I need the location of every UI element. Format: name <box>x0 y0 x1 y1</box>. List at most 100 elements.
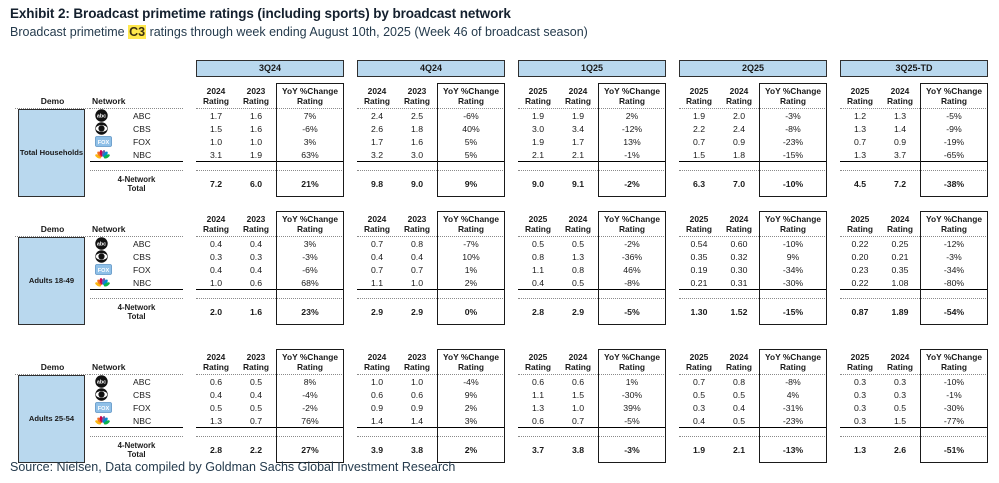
rating-cell: 0.6 <box>531 415 545 426</box>
ratings-row-fox: 0.23 0.35 -34% <box>840 263 988 276</box>
subtitle-suffix: ratings through week ending August 10th,… <box>146 25 588 39</box>
ratings-row-nbc: 1.3 0.7 76% <box>196 414 344 427</box>
ratings-row-nbc: 1.0 0.6 68% <box>196 276 344 289</box>
rating-cell: 0.21 <box>891 251 909 262</box>
total-row: 2.8 2.2 27% <box>196 437 344 463</box>
column-header: 2025 Rating <box>524 351 552 372</box>
ratings-row-cbs: 0.20 0.21 -3% <box>840 250 988 263</box>
rating-cell: 0.3 <box>853 389 867 400</box>
yoy-column-header: YoY %Change Rating <box>765 85 821 106</box>
yoy-cell: -6% <box>302 123 318 134</box>
network-column: Network abc ABC CBS FOX FOX NBC 4-Network Total <box>90 211 183 325</box>
rating-cell: 0.54 <box>690 238 708 249</box>
quarter-block-1q25: 2025 Rating 2024 Rating YoY %Change Rating 0.6… <box>518 349 666 463</box>
rating-cell: 0.7 <box>410 264 424 275</box>
total-rating-cell: 2.2 <box>249 445 263 455</box>
column-header: 2023 Rating <box>403 351 431 372</box>
rating-cell: 2.1 <box>531 149 545 160</box>
quarter-block-4q24: 4Q24 2024 Rating 2023 Rating YoY %Change Ratin… <box>357 60 505 197</box>
svg-text:FOX: FOX <box>98 406 110 412</box>
yoy-cell: -15% <box>782 149 804 160</box>
column-header: 2023 Rating <box>242 213 270 234</box>
total-rating-cell: 9.0 <box>531 179 545 189</box>
total-row-label: 4-Network Total <box>117 440 156 459</box>
network-name: CBS <box>133 123 151 134</box>
total-rating-cell: 9.8 <box>370 179 384 189</box>
rating-cell: 2.4 <box>732 123 746 134</box>
yoy-cell: 10% <box>462 251 480 262</box>
demo-column-header: Demo <box>15 211 90 237</box>
ratings-row-abc: 0.6 0.5 8% <box>196 375 344 388</box>
yoy-cell: -30% <box>782 277 804 288</box>
ratings-row-fox: 1.3 1.0 39% <box>518 401 666 414</box>
total-row: 2.0 1.6 23% <box>196 299 344 325</box>
rating-cell: 0.7 <box>370 264 384 275</box>
ratings-row-fox: 1.0 1.0 3% <box>196 135 344 148</box>
rating-cell: 0.30 <box>730 264 748 275</box>
rating-cell: 1.7 <box>571 136 585 147</box>
total-rating-cell: 2.8 <box>209 445 223 455</box>
network-column-header: Network <box>90 83 183 109</box>
yoy-cell: -23% <box>782 415 804 426</box>
demo-box-adults-18-49: Adults 18-49 <box>18 237 85 325</box>
yoy-cell: -77% <box>943 415 965 426</box>
yoy-cell: -8% <box>785 123 801 134</box>
rating-cell: 0.3 <box>209 251 223 262</box>
total-row: 1.9 2.1 -13% <box>679 437 827 463</box>
network-name: FOX <box>133 264 151 275</box>
column-header: 2024 Rating <box>725 85 753 106</box>
total-yoy-cell: 21% <box>301 179 319 189</box>
quarter-block-3q24: 3Q24 2024 Rating 2023 Rating YoY %Change Ratin… <box>196 60 344 197</box>
column-header: 2024 Rating <box>886 85 914 106</box>
network-name: NBC <box>133 277 152 288</box>
total-yoy-cell: -38% <box>943 179 965 189</box>
quarter-header-4q24: 4Q24 <box>357 60 505 77</box>
ratings-row-nbc: 0.21 0.31 -30% <box>679 276 827 289</box>
yoy-cell: 5% <box>464 136 478 147</box>
total-yoy-cell: -54% <box>943 307 965 317</box>
ratings-row-nbc: 3.2 3.0 5% <box>357 148 505 161</box>
column-header: 2023 Rating <box>242 351 270 372</box>
rating-cell: 0.4 <box>410 251 424 262</box>
rating-cell: 1.0 <box>410 376 424 387</box>
yoy-cell: -31% <box>782 402 804 413</box>
network-name: ABC <box>133 110 151 121</box>
rating-cell: 3.2 <box>370 149 384 160</box>
yoy-cell: 1% <box>464 264 478 275</box>
ratings-row-abc: 0.7 0.8 -7% <box>357 237 505 250</box>
yoy-cell: 40% <box>462 123 480 134</box>
rating-cell: 0.6 <box>249 277 263 288</box>
column-header: 2025 Rating <box>524 213 552 234</box>
demo-column-header: Demo <box>15 83 90 109</box>
network-row-nbc: NBC <box>90 276 183 289</box>
rating-cell: 3.0 <box>410 149 424 160</box>
rating-cell: 2.1 <box>571 149 585 160</box>
rating-cell: 0.5 <box>732 389 746 400</box>
column-header: 2024 Rating <box>886 213 914 234</box>
total-rating-cell: 6.3 <box>692 179 706 189</box>
column-header: 2025 Rating <box>846 85 874 106</box>
yoy-column-header: YoY %Change Rating <box>926 85 982 106</box>
yoy-cell: -12% <box>621 123 643 134</box>
fox-logo-icon: FOX <box>95 264 113 275</box>
network-name: NBC <box>133 415 152 426</box>
ratings-row-nbc: 0.6 0.7 -5% <box>518 414 666 427</box>
ratings-row-nbc: 0.22 1.08 -80% <box>840 276 988 289</box>
yoy-column-header: YoY %Change Rating <box>282 213 338 234</box>
rating-cell: 0.5 <box>692 389 706 400</box>
network-column: Network abc ABC CBS FOX FOX NBC 4-Network Total <box>90 349 183 463</box>
network-name: NBC <box>133 149 152 160</box>
ratings-row-nbc: 1.3 3.7 -65% <box>840 148 988 161</box>
subtitle-highlight-c3: C3 <box>128 25 147 39</box>
rating-cell: 0.9 <box>410 402 424 413</box>
rating-cell: 0.3 <box>853 415 867 426</box>
yoy-column-header: YoY %Change Rating <box>604 85 660 106</box>
ratings-row-cbs: 2.6 1.8 40% <box>357 122 505 135</box>
rating-cell: 0.5 <box>732 415 746 426</box>
ratings-row-fox: 1.7 1.6 5% <box>357 135 505 148</box>
left-column: Demo Adults 18-49 Network abc ABC CBS FOX FOX NB… <box>15 211 183 325</box>
yoy-cell: -5% <box>946 110 962 121</box>
yoy-cell: -2% <box>302 402 318 413</box>
rating-cell: 1.9 <box>571 110 585 121</box>
rating-cell: 0.32 <box>730 251 748 262</box>
